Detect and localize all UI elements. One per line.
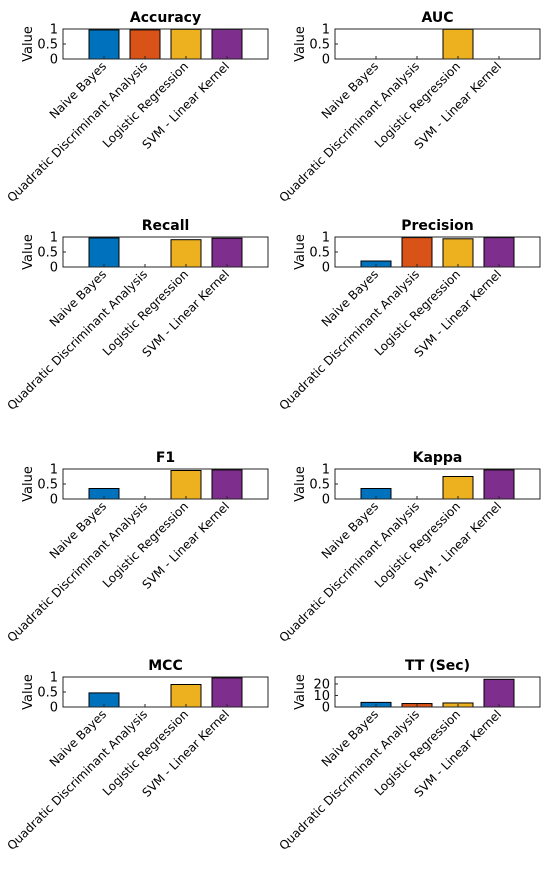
y-axis-label: Value xyxy=(293,234,308,270)
bar xyxy=(170,684,202,708)
y-tick-label: 0.5 xyxy=(37,478,58,493)
y-axis-label: Value xyxy=(21,26,36,62)
bar xyxy=(129,29,161,60)
subplot-title: Kappa xyxy=(413,450,463,466)
bar xyxy=(442,28,474,60)
y-tick-label: 1 xyxy=(50,231,58,246)
y-tick-label: 1 xyxy=(50,23,58,38)
subplot-title: TT (Sec) xyxy=(405,658,470,674)
y-tick-label: 20 xyxy=(313,677,330,692)
y-tick-label: 1 xyxy=(322,23,330,38)
subplot-title: Accuracy xyxy=(130,10,201,26)
y-tick-label: 0 xyxy=(322,53,330,68)
y-tick-label: 0 xyxy=(322,493,330,508)
y-axis-label: Value xyxy=(21,674,36,710)
bar xyxy=(442,476,474,500)
y-tick-label: 0 xyxy=(50,493,58,508)
y-tick-label: 1 xyxy=(322,463,330,478)
y-axis-label: Value xyxy=(293,466,308,502)
y-tick-label: 0.5 xyxy=(309,38,330,53)
y-tick-label: 1 xyxy=(322,231,330,246)
y-tick-label: 0 xyxy=(50,261,58,276)
bar xyxy=(211,28,243,60)
bar xyxy=(483,237,515,268)
bar xyxy=(483,469,515,500)
y-tick-label: 0.5 xyxy=(309,246,330,261)
y-tick-label: 0.5 xyxy=(37,686,58,701)
y-tick-label: 0 xyxy=(322,261,330,276)
bar xyxy=(170,239,202,268)
y-tick-label: 0 xyxy=(50,53,58,68)
y-tick-label: 0 xyxy=(322,701,330,716)
y-axis-label: Value xyxy=(21,234,36,270)
axes-box xyxy=(334,676,541,708)
subplot-title: MCC xyxy=(148,658,182,674)
bar xyxy=(483,678,515,708)
bar xyxy=(211,469,243,500)
subplot-title: Recall xyxy=(142,218,190,234)
bar xyxy=(442,238,474,268)
y-tick-label: 1 xyxy=(50,463,58,478)
y-axis-label: Value xyxy=(293,26,308,62)
y-tick-label: 1 xyxy=(50,671,58,686)
subplot-title: F1 xyxy=(156,450,175,466)
y-tick-label: 10 xyxy=(313,689,330,704)
y-tick-label: 0.5 xyxy=(37,38,58,53)
plot-area xyxy=(335,29,540,59)
bar xyxy=(170,470,202,500)
bar xyxy=(211,237,243,268)
bar xyxy=(211,677,243,708)
y-axis-label: Value xyxy=(21,466,36,502)
y-tick-label: 0 xyxy=(50,701,58,716)
subplot-title: Precision xyxy=(401,218,473,234)
bar xyxy=(170,28,202,60)
subplot-title: AUC xyxy=(421,10,453,26)
y-tick-label: 0.5 xyxy=(309,478,330,493)
bar xyxy=(401,237,433,268)
y-axis-label: Value xyxy=(293,674,308,710)
y-tick-label: 0.5 xyxy=(37,246,58,261)
bar xyxy=(88,29,120,60)
bar xyxy=(88,237,120,268)
